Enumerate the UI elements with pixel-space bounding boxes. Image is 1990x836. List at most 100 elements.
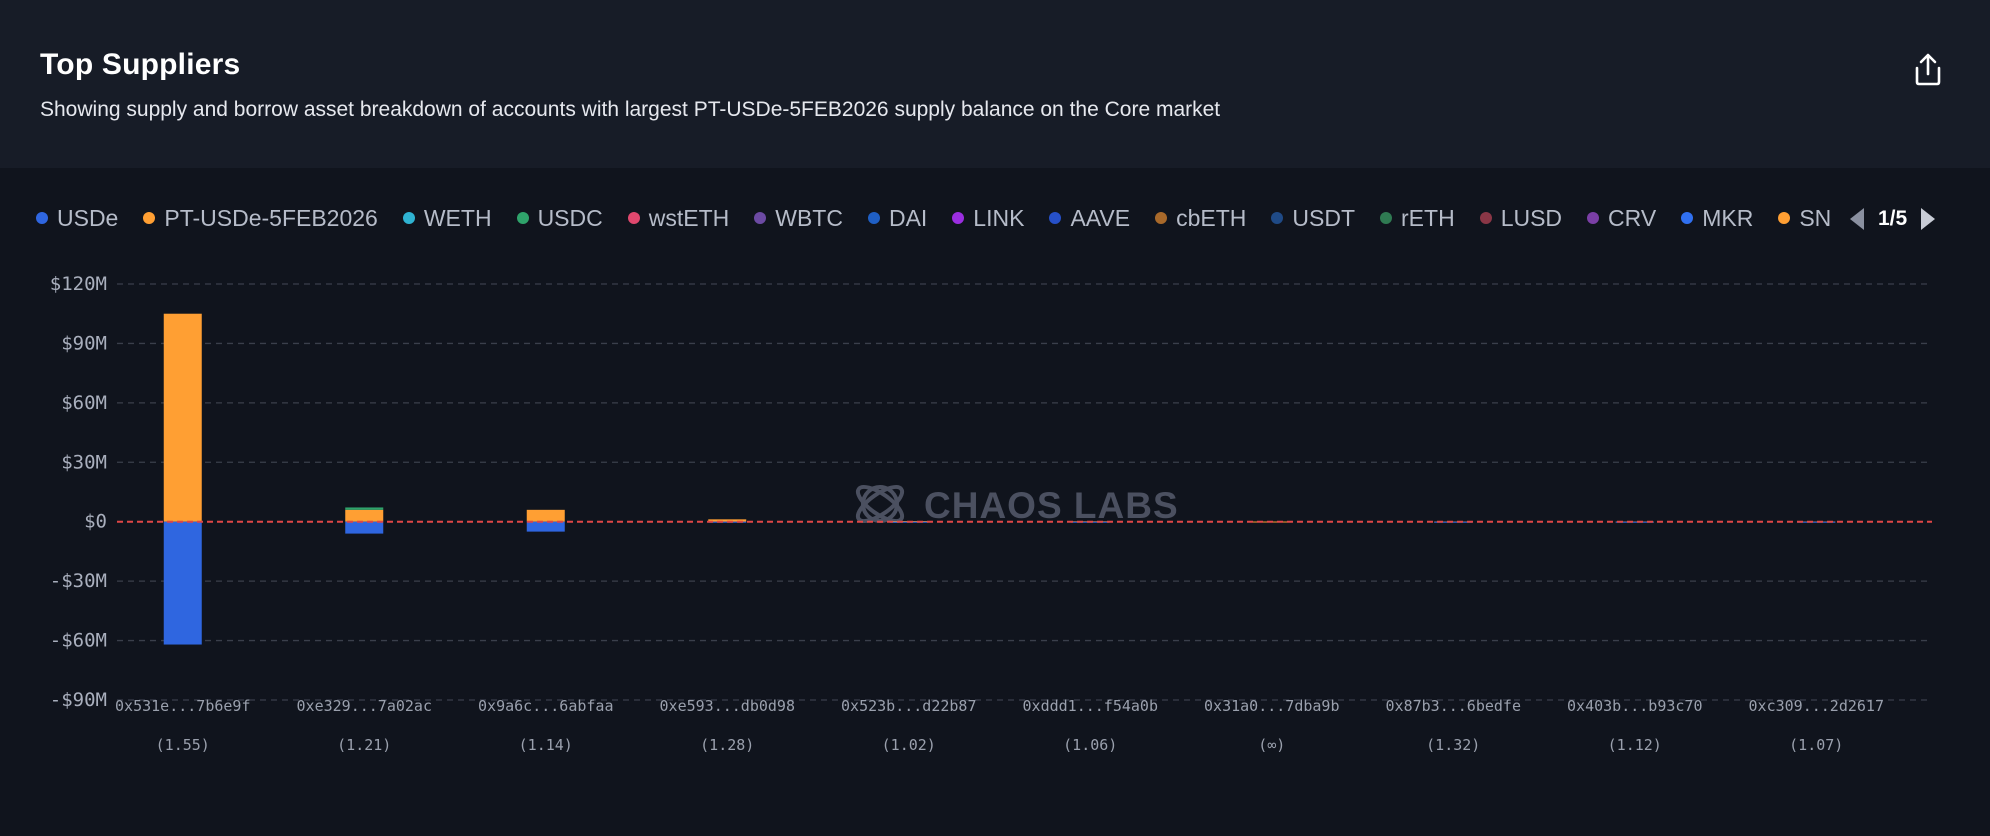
legend-label: rETH (1401, 204, 1455, 231)
legend-dot-icon (1380, 212, 1393, 224)
legend-dot-icon (143, 212, 156, 224)
health-factor-label: (1.14) (519, 736, 573, 754)
bar-segment[interactable] (1434, 521, 1473, 523)
bar-segment[interactable] (345, 509, 384, 522)
legend-label: USDe (57, 204, 119, 231)
chart-legend: USDe PT-USDe-5FEB2026 WETH USDC wstETH WBTC DA… (36, 200, 1831, 236)
bar-segment[interactable] (163, 521, 202, 645)
watermark-text: CHAOS LABS (924, 485, 1179, 526)
health-factor-label: (1.32) (1426, 736, 1480, 754)
legend-item[interactable]: wstETH (627, 200, 729, 236)
legend-item[interactable]: CRV (1587, 200, 1656, 236)
card-header: Top Suppliers Showing supply and borrow … (0, 0, 1990, 168)
legend-label: MKR (1702, 204, 1754, 231)
x-tick-label: 0x31a0...7dba9b (1204, 697, 1339, 715)
legend-dot-icon (1681, 212, 1694, 224)
chaos-labs-watermark: CHAOS LABS (855, 484, 1179, 526)
legend-label: cbETH (1176, 204, 1247, 231)
y-axis-ticks: $120M $90M $60M $30M $0 -$30M -$60M -$90M (50, 273, 107, 711)
x-tick-label: 0xc309...2d2617 (1749, 697, 1884, 715)
legend-item[interactable]: AAVE (1049, 200, 1130, 236)
legend-dot-icon (1479, 212, 1492, 224)
legend-dot-icon (867, 212, 880, 224)
health-factor-label: (1.02) (882, 736, 936, 754)
legend-label: USDC (537, 204, 603, 231)
x-tick-label: 0x531e...7b6e9f (115, 697, 250, 715)
y-tick-label: -$90M (50, 689, 107, 711)
legend-item[interactable]: LUSD (1479, 200, 1563, 236)
legend-item[interactable]: DAI (867, 200, 928, 236)
bar-segment[interactable] (708, 519, 747, 522)
y-tick-label: $90M (61, 332, 107, 354)
bar-segment[interactable] (1797, 521, 1836, 523)
legend-item[interactable]: PT-USDe-5FEB2026 (143, 200, 378, 236)
legend-item[interactable]: WBTC (754, 200, 843, 236)
bar-segment[interactable] (345, 521, 384, 534)
legend-item[interactable]: rETH (1380, 200, 1455, 236)
y-tick-label: $30M (61, 451, 107, 473)
x-tick-label: 0x523b...d22b87 (841, 697, 976, 715)
page-title: Top Suppliers (40, 48, 241, 81)
legend-dot-icon (402, 212, 415, 224)
page-subtitle: Showing supply and borrow asset breakdow… (40, 98, 1221, 121)
legend-item[interactable]: LINK (952, 200, 1024, 236)
chaos-labs-logo-icon (855, 484, 905, 524)
legend-dot-icon (1155, 212, 1168, 224)
share-upload-icon (1915, 53, 1941, 86)
grid-lines (117, 283, 1932, 701)
legend-dot-icon (952, 212, 965, 224)
health-factor-label: (1.07) (1789, 736, 1843, 754)
chevron-left-icon[interactable] (1850, 208, 1864, 230)
legend-dot-icon (627, 212, 640, 224)
legend-label: LINK (973, 204, 1025, 231)
legend-item[interactable]: USDe (36, 200, 118, 236)
legend-item[interactable]: MKR (1681, 200, 1753, 236)
chevron-right-icon[interactable] (1921, 208, 1936, 230)
legend-dot-icon (1587, 212, 1600, 224)
legend-item[interactable]: WETH (402, 200, 492, 236)
legend-dot-icon (36, 212, 48, 224)
x-tick-label: 0x87b3...6bedfe (1386, 697, 1521, 715)
bars (163, 313, 1836, 645)
x-axis-ticks: 0x531e...7b6e9f (1.55) 0xe329...7a02ac (1.2… (115, 697, 1884, 754)
health-factor-label: (1.55) (156, 736, 210, 754)
bar-segment[interactable] (526, 521, 565, 532)
health-factor-label: (∞) (1258, 736, 1285, 754)
y-tick-label: $60M (61, 392, 107, 414)
y-tick-label: -$60M (50, 630, 107, 652)
x-tick-label: 0xddd1...f54a0b (1023, 697, 1158, 715)
legend-item[interactable]: SN (1778, 200, 1831, 236)
legend-dot-icon (516, 212, 529, 224)
export-button[interactable] (1908, 50, 1948, 90)
legend-item[interactable]: cbETH (1155, 200, 1246, 236)
bar-segment[interactable] (163, 313, 202, 522)
legend-label: PT-USDe-5FEB2026 (164, 204, 378, 231)
legend-item[interactable]: USDT (1271, 200, 1355, 236)
bar-segment[interactable] (345, 507, 384, 510)
x-tick-label: 0xe593...db0d98 (660, 697, 795, 715)
x-tick-label: 0xe329...7a02ac (297, 697, 432, 715)
legend-dot-icon (1778, 212, 1791, 224)
y-tick-label: -$30M (50, 570, 107, 592)
y-tick-label: $0 (84, 511, 107, 533)
health-factor-label: (1.28) (700, 736, 754, 754)
legend-label: USDT (1292, 204, 1356, 231)
x-tick-label: 0x9a6c...6abfaa (478, 697, 613, 715)
legend-dot-icon (1271, 212, 1284, 224)
legend-dot-icon (1049, 212, 1062, 224)
legend-label: WBTC (775, 204, 843, 231)
legend-item[interactable]: USDC (516, 200, 603, 236)
legend-page-indicator: 1/5 (1878, 207, 1908, 230)
bar-segment[interactable] (526, 509, 565, 522)
bar-segment[interactable] (1615, 521, 1654, 523)
legend-pager: 1/5 (1850, 203, 1960, 235)
y-tick-label: $120M (50, 273, 107, 295)
health-factor-label: (1.06) (1063, 736, 1117, 754)
legend-label: DAI (888, 204, 928, 231)
legend-label: AAVE (1070, 204, 1131, 231)
legend-label: LUSD (1500, 204, 1563, 231)
legend-label: WETH (423, 204, 492, 231)
legend-label: SN (1799, 204, 1831, 231)
